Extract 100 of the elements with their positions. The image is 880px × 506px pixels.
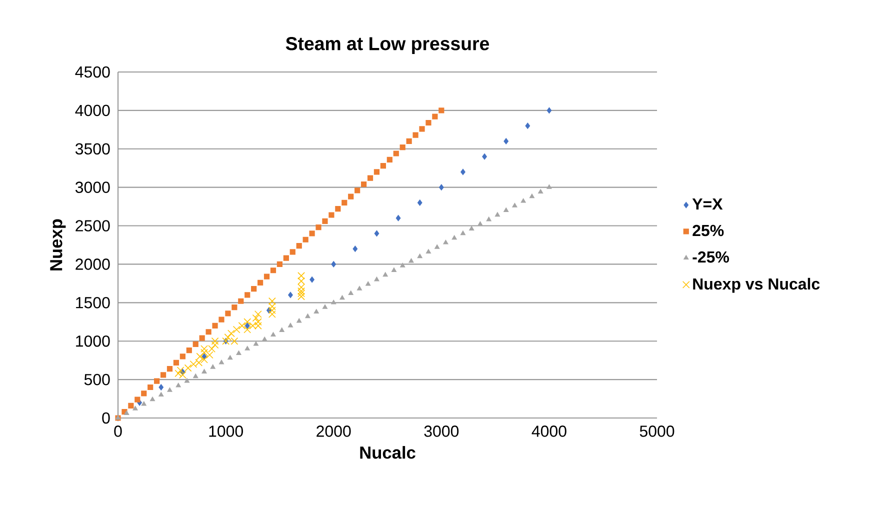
- point: [520, 198, 526, 203]
- point: [298, 290, 305, 298]
- point: [382, 272, 388, 277]
- point: [154, 378, 160, 384]
- point: [360, 181, 367, 188]
- point: [366, 281, 371, 286]
- point: [298, 277, 305, 285]
- point: [176, 382, 181, 388]
- point: [482, 154, 487, 160]
- point: [192, 341, 198, 347]
- point: [408, 258, 414, 263]
- point: [309, 230, 315, 236]
- point: [279, 328, 284, 332]
- point: [244, 292, 250, 298]
- point: [225, 310, 231, 316]
- point: [202, 369, 207, 374]
- y-tick-label: 4000: [75, 104, 110, 116]
- x-tick-label: 0: [114, 426, 122, 437]
- point: [316, 224, 322, 230]
- point: [212, 322, 218, 329]
- point: [296, 318, 302, 323]
- point: [238, 322, 246, 330]
- point: [298, 284, 305, 291]
- y-tick-label: 500: [84, 374, 110, 386]
- point: [494, 212, 500, 217]
- point: [283, 255, 289, 261]
- point: [469, 226, 474, 230]
- y-tick-label: 2000: [76, 258, 110, 270]
- y-tick-label: 4500: [75, 66, 110, 78]
- x-tick-label: 2000: [316, 426, 351, 437]
- point: [254, 310, 262, 318]
- point: [178, 371, 186, 379]
- point: [193, 374, 198, 378]
- point: [232, 326, 240, 334]
- point: [270, 332, 276, 337]
- point: [184, 378, 190, 383]
- point: [150, 396, 155, 402]
- y-tick-label: 1500: [76, 297, 110, 308]
- point: [270, 268, 276, 274]
- point: [124, 410, 130, 415]
- point: [432, 114, 438, 120]
- point: [276, 261, 283, 268]
- point: [328, 212, 334, 218]
- point: [340, 295, 345, 300]
- point: [342, 200, 348, 206]
- point: [478, 221, 483, 226]
- x-tick-label: 5000: [640, 426, 674, 437]
- legend-label: -25%: [692, 251, 730, 263]
- point: [199, 335, 205, 341]
- x-axis-title: Nucalc: [360, 446, 416, 459]
- y-tick-label: 2500: [76, 220, 110, 232]
- point: [335, 206, 341, 212]
- x-tick-label: 3000: [424, 426, 459, 437]
- legend-label: Y=X: [692, 198, 723, 210]
- point: [254, 318, 262, 326]
- point: [202, 353, 207, 360]
- point: [302, 236, 308, 242]
- point: [525, 122, 530, 129]
- y-tick-label: 1000: [76, 335, 110, 347]
- point: [331, 300, 336, 304]
- x-tick-label: 4000: [532, 426, 566, 437]
- point: [290, 249, 296, 255]
- point: [288, 292, 293, 298]
- point: [374, 169, 380, 175]
- point: [252, 314, 260, 322]
- point: [393, 150, 399, 156]
- chart-title: Steam at Low pressure: [286, 37, 490, 54]
- point: [348, 290, 354, 296]
- point: [227, 330, 235, 338]
- point: [288, 322, 293, 328]
- point: [158, 384, 164, 390]
- point: [438, 108, 444, 114]
- y-axis-title: Nuexp: [50, 219, 66, 270]
- point: [167, 388, 172, 392]
- legend-label: 25%: [692, 224, 724, 236]
- point: [224, 334, 232, 341]
- point: [268, 302, 276, 310]
- point: [219, 360, 224, 364]
- point: [268, 310, 276, 318]
- point: [268, 306, 276, 314]
- point: [196, 352, 204, 360]
- point: [251, 286, 257, 292]
- point: [160, 372, 166, 378]
- point: [200, 356, 208, 364]
- point: [348, 194, 354, 200]
- point: [443, 240, 448, 244]
- point: [298, 287, 305, 295]
- point: [166, 366, 173, 372]
- point: [452, 235, 457, 240]
- point: [262, 336, 268, 342]
- point: [400, 144, 406, 150]
- point: [211, 341, 219, 349]
- point: [486, 216, 492, 222]
- point: [426, 249, 431, 254]
- point: [367, 175, 374, 181]
- point: [391, 268, 396, 272]
- point: [460, 230, 466, 236]
- point: [331, 261, 336, 268]
- point: [254, 341, 258, 346]
- point: [174, 370, 182, 378]
